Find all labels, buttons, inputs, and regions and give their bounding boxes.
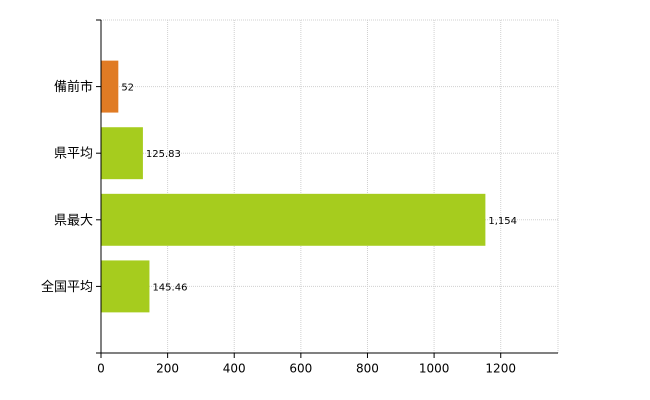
x-tick-label: 200 xyxy=(156,362,179,376)
y-tick-label: 備前市 xyxy=(54,79,93,95)
x-tick-label: 600 xyxy=(289,362,312,376)
y-tick-label: 県平均 xyxy=(54,147,93,162)
value-label: 145.46 xyxy=(152,282,187,293)
value-label: 1,154 xyxy=(488,216,517,227)
y-tick-label: 全国平均 xyxy=(41,279,93,295)
x-tick-label: 0 xyxy=(97,362,105,376)
bar xyxy=(101,127,143,180)
y-tick-label: 県最大 xyxy=(54,213,93,228)
bar xyxy=(101,60,119,113)
value-label: 125.83 xyxy=(146,149,181,160)
bar xyxy=(101,193,486,246)
x-tick-label: 1000 xyxy=(419,362,450,376)
x-tick-label: 400 xyxy=(223,362,246,376)
x-tick-label: 1200 xyxy=(485,362,516,376)
bar xyxy=(101,260,150,313)
value-label: 52 xyxy=(121,83,134,94)
x-tick-label: 800 xyxy=(356,362,379,376)
